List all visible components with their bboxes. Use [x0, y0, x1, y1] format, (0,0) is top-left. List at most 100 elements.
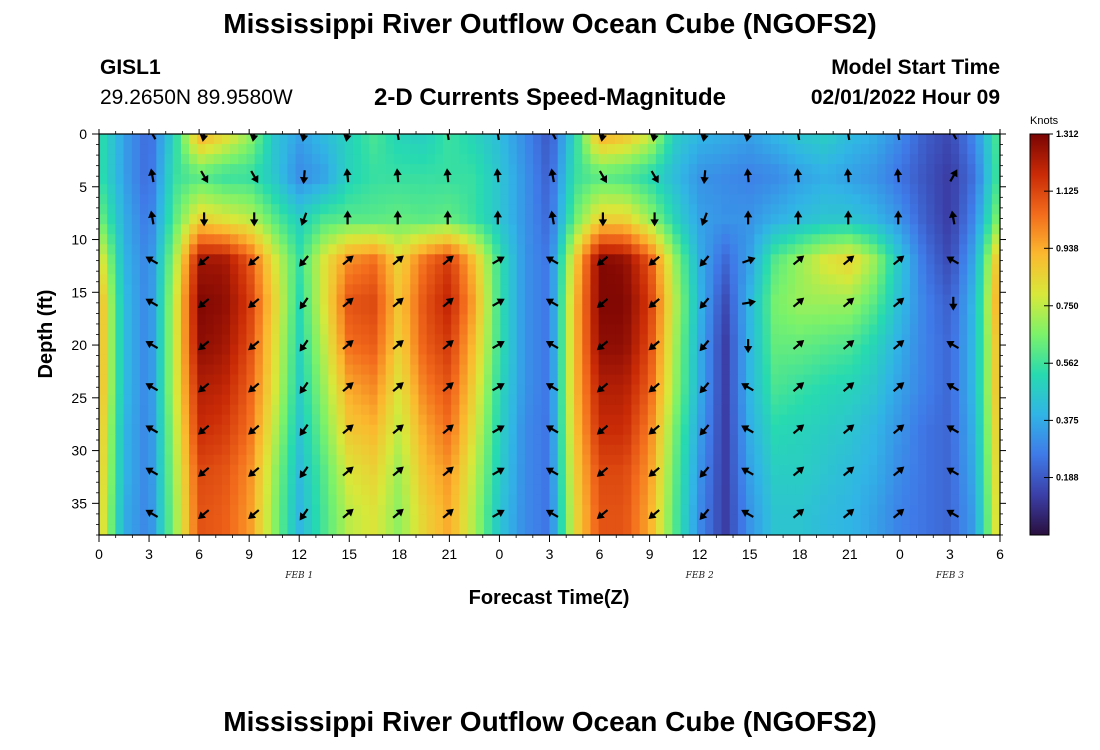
- heat-cell: [737, 364, 747, 376]
- heat-cell: [852, 294, 862, 306]
- heat-cell: [107, 224, 116, 235]
- heat-cell: [787, 184, 796, 195]
- heat-cell: [967, 194, 977, 205]
- heat-cell: [680, 484, 690, 496]
- heat-cell: [303, 354, 313, 366]
- heat-cell: [99, 154, 108, 165]
- heat-cell: [385, 414, 395, 426]
- heat-cell: [475, 424, 485, 436]
- heat-cell: [303, 394, 313, 406]
- heat-cell: [311, 344, 321, 356]
- heat-cell: [500, 344, 510, 356]
- heat-cell: [778, 464, 788, 476]
- heat-cell: [533, 384, 542, 396]
- heat-cell: [180, 184, 190, 195]
- heat-cell: [164, 324, 174, 336]
- heat-cell: [967, 314, 977, 326]
- heat-cell: [868, 414, 878, 426]
- heat-cell: [443, 204, 452, 215]
- heat-cell: [615, 344, 624, 356]
- heat-cell: [811, 374, 821, 386]
- heat-cell: [655, 364, 665, 376]
- heat-cell: [483, 434, 493, 446]
- heat-cell: [926, 524, 936, 535]
- heat-cell: [271, 134, 280, 145]
- heat-cell: [582, 164, 592, 175]
- heat-cell: [500, 244, 510, 255]
- current-vector: [842, 255, 855, 266]
- heat-cell: [705, 484, 714, 496]
- heat-cell: [860, 474, 870, 486]
- heat-cell: [623, 264, 633, 275]
- heat-cell: [483, 524, 493, 535]
- heat-cell: [582, 184, 592, 195]
- heat-cell: [451, 454, 460, 466]
- heat-cell: [443, 484, 452, 496]
- heat-cell: [901, 364, 911, 376]
- heat-cell: [975, 504, 985, 516]
- heat-cell: [352, 464, 362, 476]
- heat-cell: [164, 244, 174, 255]
- heat-cell: [598, 164, 608, 175]
- heat-cell: [320, 234, 329, 245]
- heat-cell: [705, 194, 714, 205]
- heat-cell: [729, 354, 739, 366]
- heat-cell: [139, 244, 149, 255]
- heat-cell: [860, 524, 870, 535]
- heat-cell: [647, 284, 657, 295]
- heat-cell: [320, 314, 329, 326]
- heat-cell: [467, 464, 477, 476]
- heat-cell: [901, 164, 911, 175]
- heat-cell: [868, 234, 878, 245]
- heat-cell: [680, 174, 690, 185]
- heat-cell: [287, 254, 297, 265]
- heat-cell: [393, 384, 403, 396]
- heat-cell: [705, 394, 714, 406]
- heat-cell: [655, 204, 665, 215]
- heat-cell: [713, 484, 723, 496]
- heat-cell: [909, 454, 919, 466]
- heat-cell: [213, 154, 223, 165]
- heat-cell: [164, 224, 174, 235]
- heat-cell: [844, 444, 854, 456]
- heat-cell: [410, 154, 420, 165]
- heat-cell: [262, 414, 272, 426]
- heat-cell: [762, 224, 772, 235]
- heat-cell: [705, 464, 714, 476]
- heat-cell: [574, 454, 583, 466]
- x-tick-label: 6: [596, 546, 604, 562]
- heat-cell: [787, 524, 796, 535]
- heat-cell: [762, 324, 772, 336]
- y-tick-label: 0: [79, 126, 87, 142]
- heat-cell: [983, 144, 993, 155]
- heat-cell: [426, 504, 436, 516]
- heat-cell: [164, 524, 174, 535]
- heat-cell: [582, 444, 592, 456]
- heat-cell: [721, 394, 731, 406]
- heat-cell: [139, 504, 149, 516]
- heat-cell: [369, 454, 379, 466]
- heat-cell: [860, 494, 870, 506]
- heat-cell: [352, 374, 362, 386]
- heat-cell: [238, 364, 248, 376]
- heat-cell: [483, 144, 493, 155]
- heat-cell: [647, 484, 657, 496]
- heat-cell: [901, 174, 911, 185]
- heat-cell: [287, 464, 297, 476]
- heat-cell: [746, 234, 755, 245]
- heat-cell: [533, 184, 542, 195]
- heat-cell: [352, 424, 362, 436]
- heat-cell: [180, 404, 190, 416]
- heat-cell: [713, 504, 723, 516]
- heat-cell: [213, 194, 223, 205]
- heat-cell: [819, 214, 829, 225]
- heat-cell: [189, 464, 198, 476]
- heat-cell: [148, 344, 157, 356]
- heat-cell: [115, 224, 125, 235]
- heat-cell: [647, 354, 657, 366]
- heat-cell: [598, 234, 608, 245]
- heat-cell: [868, 394, 878, 406]
- heat-cell: [311, 474, 321, 486]
- heat-cell: [696, 454, 706, 466]
- heat-cell: [492, 204, 501, 215]
